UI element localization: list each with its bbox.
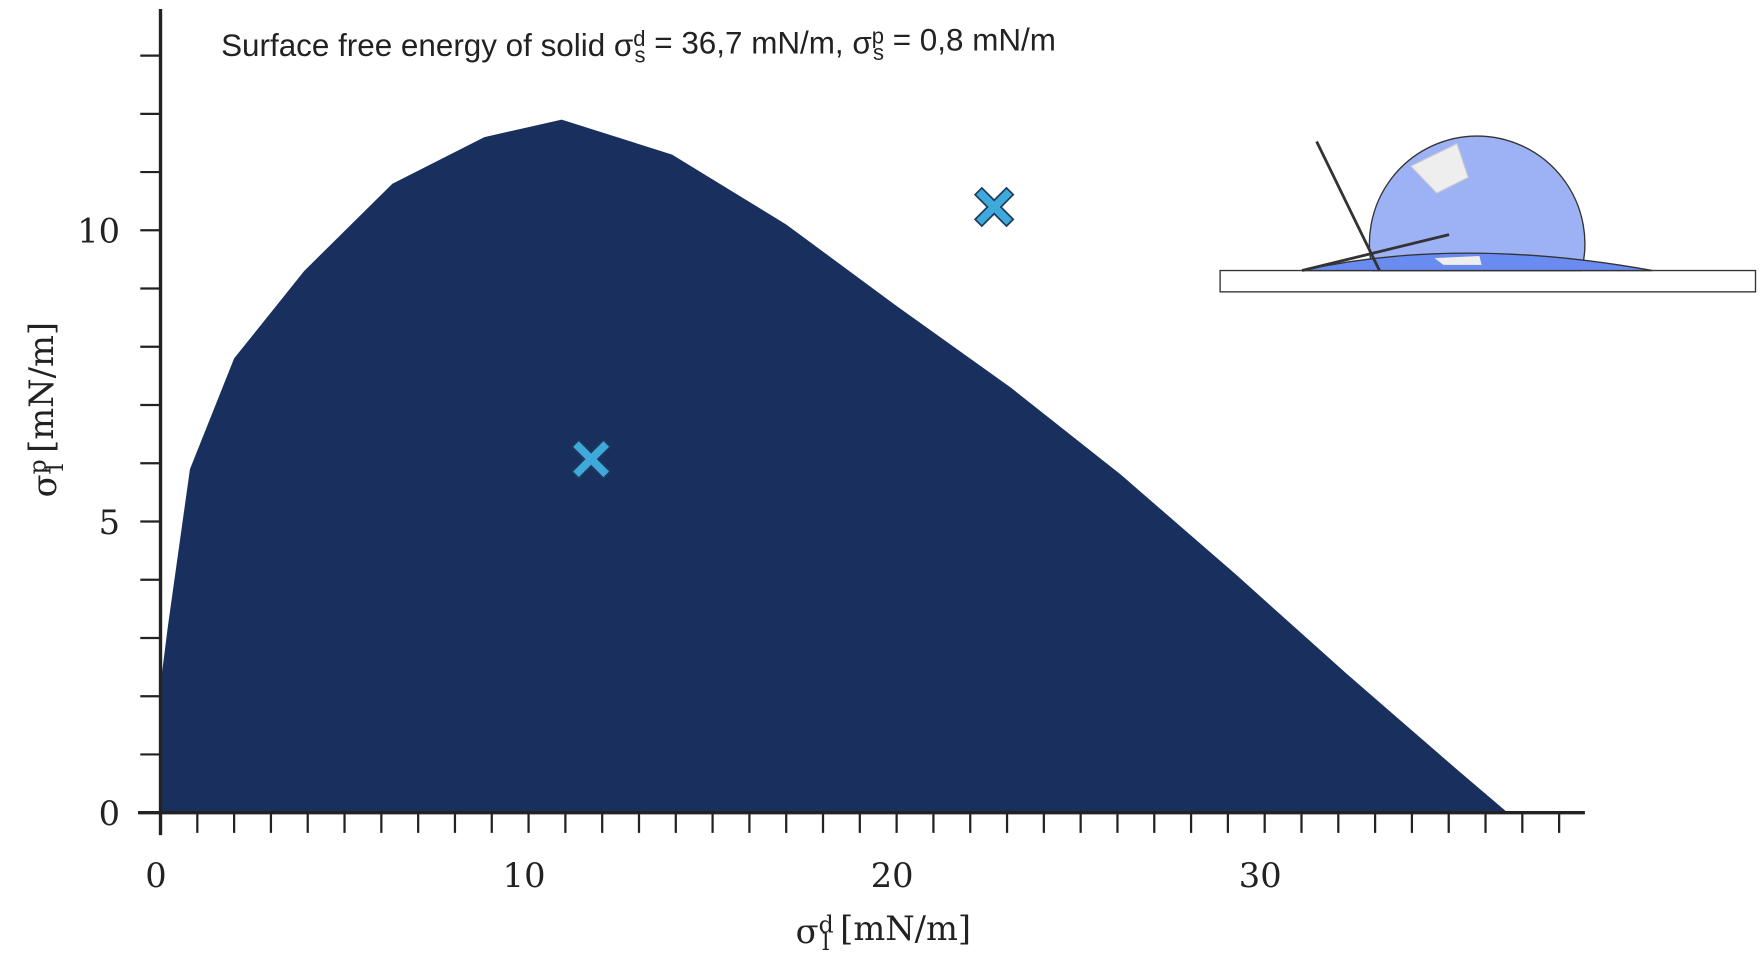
- subscript: l: [41, 464, 69, 472]
- substrate: [1220, 271, 1755, 292]
- y-tick-label: 5: [99, 503, 120, 542]
- chart: Surface free energy of solid σds = 36,7 …: [0, 0, 1760, 953]
- x-tick-label: 10: [503, 856, 546, 895]
- page: {"chart_data": { "type": "envelope", "an…: [0, 0, 1760, 953]
- x-tick-label: 0: [145, 856, 166, 895]
- label-text: = 36,7 mN/m, σ: [646, 25, 872, 60]
- subscript: s: [873, 40, 884, 65]
- subscript: l: [822, 928, 830, 953]
- label-text: = 0,8 mN/m: [884, 22, 1056, 57]
- marker: [975, 188, 1013, 226]
- label-text: σ: [796, 912, 819, 951]
- y-tick-label: 10: [77, 212, 120, 251]
- droplet: [1369, 136, 1585, 270]
- x-tick-label: 30: [1239, 856, 1282, 895]
- x-tick-label: 20: [871, 856, 914, 895]
- tangent-line: [1317, 141, 1380, 270]
- label-text: σ: [25, 474, 64, 497]
- droplet-illustration: [1220, 136, 1755, 292]
- y-axis-label: σpl [mN/m]: [22, 322, 69, 497]
- label-text: [mN/m]: [829, 909, 971, 948]
- y-tick-label: 0: [99, 794, 120, 833]
- envelope-area: [161, 120, 1508, 813]
- label-text: [mN/m]: [22, 322, 61, 464]
- subscript: s: [635, 43, 646, 68]
- label-text: Surface free energy of solid σ: [221, 28, 633, 63]
